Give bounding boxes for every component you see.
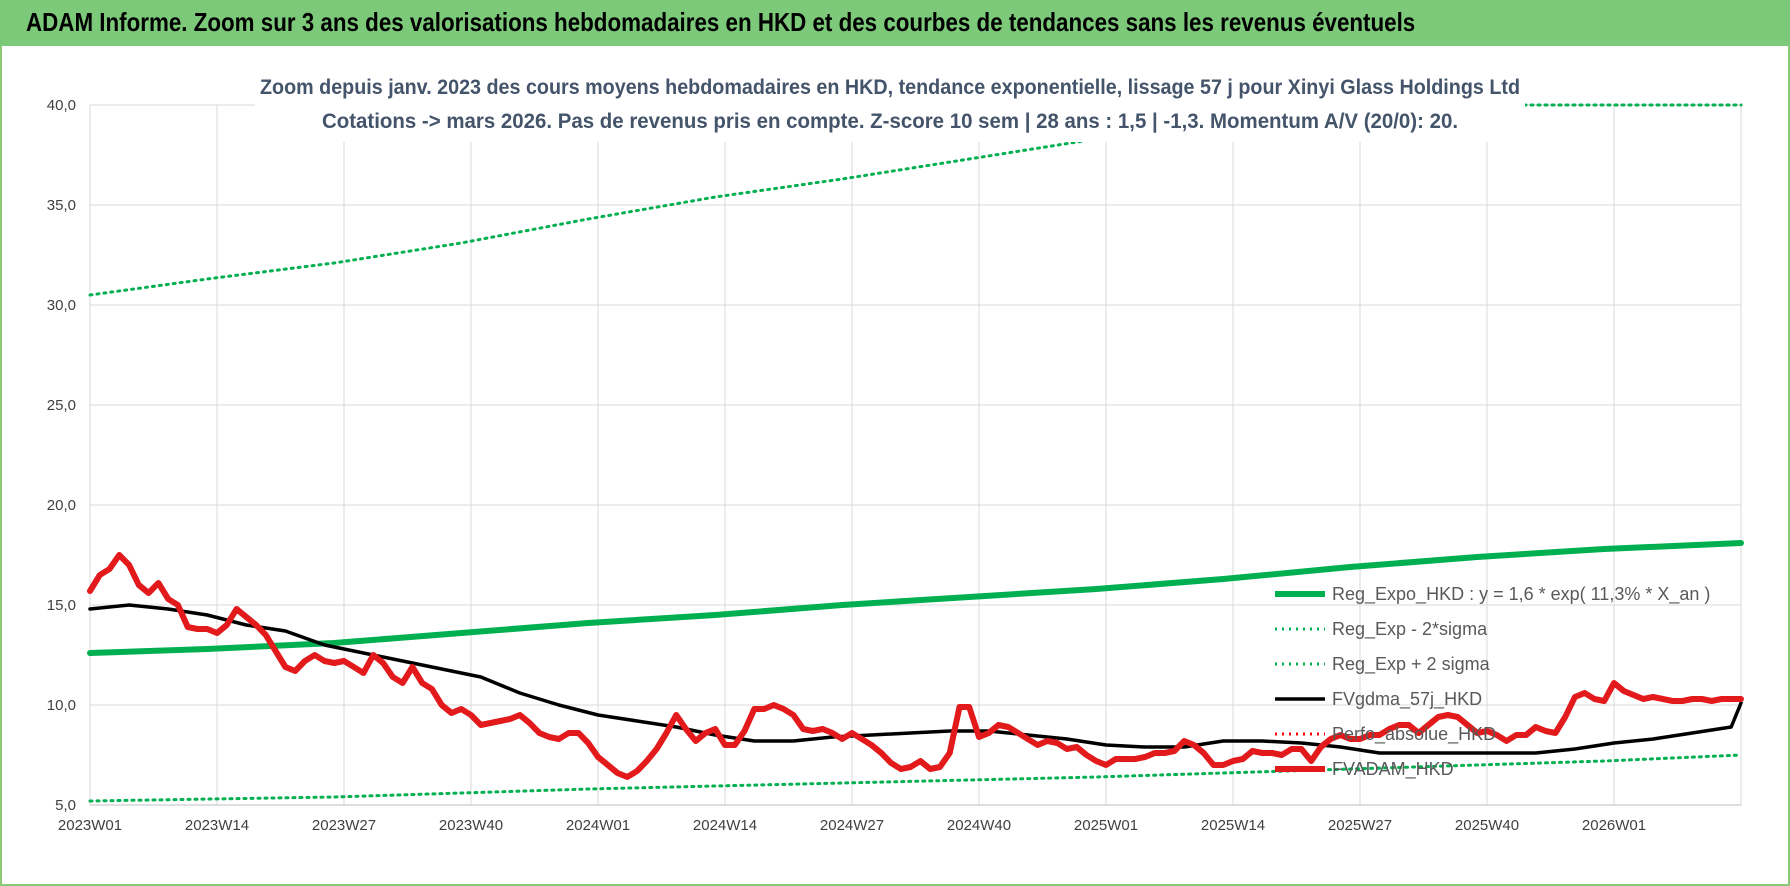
series-line [87,552,1744,780]
legend: Reg_Expo_HKD : y = 1,6 * exp( 11,3% * X_… [1275,584,1710,780]
legend-label: Reg_Exp + 2 sigma [1332,654,1491,675]
x-tick-label: 2024W27 [820,817,884,834]
x-tick-label: 2023W01 [58,817,122,834]
legend-label: Reg_Exp - 2*sigma [1332,619,1488,640]
x-tick-label: 2023W27 [312,817,376,834]
subtitle-background [255,66,1525,142]
x-tick-label: 2024W40 [947,817,1011,834]
series-line [88,103,1743,297]
legend-label: FVgdma_57j_HKD [1332,689,1482,710]
chart-subtitle: Zoom depuis janv. 2023 des cours moyens … [255,66,1525,142]
y-tick-label: 40,0 [47,97,76,114]
y-tick-label: 30,0 [47,297,76,314]
legend-label: Perfo_absolue_HKD [1332,724,1496,745]
x-tick-label: 2024W01 [566,817,630,834]
y-tick-label: 35,0 [47,197,76,214]
y-tick-label: 5,0 [55,797,76,814]
series-line [88,753,1743,803]
page-title: ADAM Informe. Zoom sur 3 ans des valoris… [26,7,1416,37]
axes: 5,0 10,0 15,0 20,0 25,0 30,0 35,0 40,0 2023W01 20… [47,97,1741,834]
subtitle-line-1: Zoom depuis janv. 2023 des cours moyens … [260,76,1520,99]
x-tick-label: 2024W14 [693,817,757,834]
header-bar: ADAM Informe. Zoom sur 3 ans des valoris… [0,0,1790,46]
legend-label: FVADAM_HKD [1332,759,1454,780]
y-tick-label: 20,0 [47,497,76,514]
series-line [87,540,1744,656]
y-tick-label: 10,0 [47,697,76,714]
x-tick-label: 2025W27 [1328,817,1392,834]
x-tick-label: 2023W14 [185,817,249,834]
x-tick-label: 2026W01 [1582,817,1646,834]
x-tick-label: 2025W14 [1201,817,1265,834]
series-line [88,603,1743,755]
x-tick-label: 2025W01 [1074,817,1138,834]
subtitle-line-2: Cotations -> mars 2026. Pas de revenus p… [322,110,1458,133]
grid [89,104,1742,806]
x-tick-label: 2025W40 [1455,817,1519,834]
y-tick-label: 25,0 [47,397,76,414]
series-lines [87,103,1744,803]
x-tick-label: 2023W40 [439,817,503,834]
legend-label: Reg_Expo_HKD : y = 1,6 * exp( 11,3% * X_… [1332,584,1710,605]
y-tick-label: 15,0 [47,597,76,614]
